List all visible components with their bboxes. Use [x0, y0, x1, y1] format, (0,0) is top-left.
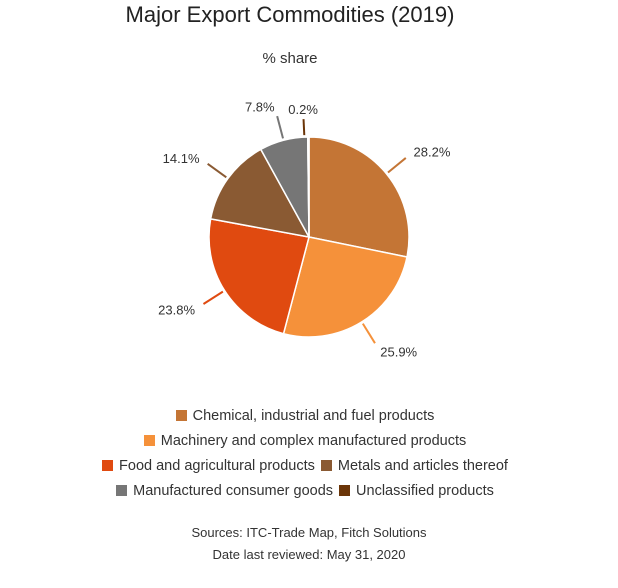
legend-row: Food and agricultural products Metals an… — [0, 453, 610, 478]
legend-label: Food and agricultural products — [119, 457, 315, 474]
pie-slice-machinery[interactable] — [282, 236, 408, 338]
legend-row: Machinery and complex manufactured produ… — [0, 428, 610, 453]
pie-slice-chemical[interactable] — [308, 136, 410, 258]
legend-item-machinery[interactable]: Machinery and complex manufactured produ… — [143, 432, 467, 449]
legend-item-consumer-goods[interactable]: Manufactured consumer goods — [116, 483, 333, 499]
legend-label: Unclassified products — [356, 482, 494, 499]
legend-item-unclassified[interactable]: Unclassified products — [339, 483, 494, 499]
legend-item-chemical[interactable]: Chemical, industrial and fuel products — [175, 407, 435, 424]
legend-swatch — [116, 485, 128, 496]
data-label-unclassified: 0.2% — [288, 102, 318, 117]
sources-note: Sources: ITC-Trade Map, Fitch Solutions — [191, 525, 427, 540]
legend-row: Manufactured consumer goods Unclassified… — [0, 478, 610, 503]
chart-subtitle: % share — [262, 50, 318, 67]
pie-slice-unclassified[interactable] — [306, 136, 310, 238]
data-label-machinery: 25.9% — [380, 345, 417, 360]
legend-swatch — [320, 460, 332, 471]
pie-slice-food[interactable] — [208, 218, 310, 335]
legend-swatch — [143, 435, 155, 446]
legend-label: Metals and articles thereof — [337, 457, 508, 474]
footer: Sources: ITC-Trade Map, Fitch Solutions … — [0, 522, 618, 566]
legend-item-metals[interactable]: Metals and articles thereof — [320, 457, 508, 474]
leader-line-unclassified — [302, 119, 306, 136]
leader-line-chemical — [387, 157, 407, 174]
legend-label: Manufactured consumer goods — [133, 482, 334, 499]
leader-line-machinery — [361, 323, 376, 344]
legend-label: Chemical, industrial and fuel products — [192, 407, 435, 424]
pie-slice-metals[interactable] — [209, 148, 311, 239]
data-label-chemical: 28.2% — [414, 145, 451, 160]
leader-line-metals — [207, 163, 227, 179]
legend: Chemical, industrial and fuel products M… — [0, 403, 610, 503]
date-reviewed-note: Date last reviewed: May 31, 2020 — [212, 547, 406, 562]
legend-item-food[interactable]: Food and agricultural products — [102, 458, 315, 474]
data-label-consumer-goods: 7.8% — [245, 99, 275, 114]
data-label-metals: 14.1% — [163, 151, 200, 166]
leader-line-food — [202, 290, 224, 305]
pie-chart: 28.2% 25.9% 23.8% 14.1% 7.8% 0.2% — [158, 99, 451, 360]
legend-label: Machinery and complex manufactured produ… — [160, 432, 467, 449]
legend-row: Chemical, industrial and fuel products — [0, 403, 610, 428]
leader-line-consumer-goods — [276, 115, 284, 139]
legend-swatch — [339, 485, 351, 496]
chart-title: Major Export Commodities (2019) — [125, 2, 455, 27]
legend-swatch — [102, 460, 114, 471]
data-label-food: 23.8% — [158, 302, 195, 317]
legend-swatch — [175, 410, 187, 421]
